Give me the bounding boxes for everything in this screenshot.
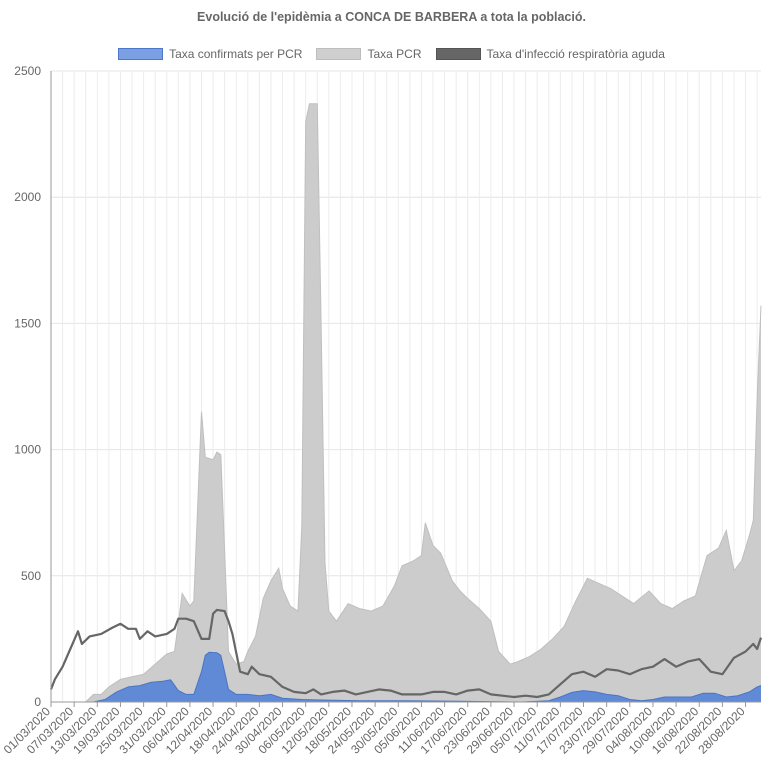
legend-swatch-ira [435,48,481,60]
y-tick-label: 1500 [14,316,41,330]
series-area-1 [51,103,761,703]
y-tick-label: 500 [21,569,41,583]
legend-label-ira: Taxa d'infecció respiratòria aguda [486,47,665,61]
chart-title: Evolució de l'epidèmia a CONCA DE BARBER… [197,10,586,24]
series-edge-0 [51,651,762,703]
y-tick-label: 2000 [14,190,41,204]
series-edge-1 [51,103,762,703]
series-line-2 [49,608,763,699]
legend-item-confirmats[interactable]: Taxa confirmats per PCR [118,45,302,63]
y-tick-label: 1000 [14,443,41,457]
legend-swatch-confirmats [118,48,164,60]
legend-label-confirmats: Taxa confirmats per PCR [169,47,303,61]
y-tick-label: 0 [34,695,41,709]
legend-item-pcr[interactable]: Taxa PCR [316,45,422,63]
y-tick-label: 2500 [14,64,41,78]
legend-item-ira[interactable]: Taxa d'infecció respiratòria aguda [435,45,665,63]
legend-label-pcr: Taxa PCR [367,47,422,61]
chart-legend: Taxa confirmats per PCR Taxa PCR Taxa d'… [0,45,783,63]
legend-swatch-pcr [316,48,362,60]
